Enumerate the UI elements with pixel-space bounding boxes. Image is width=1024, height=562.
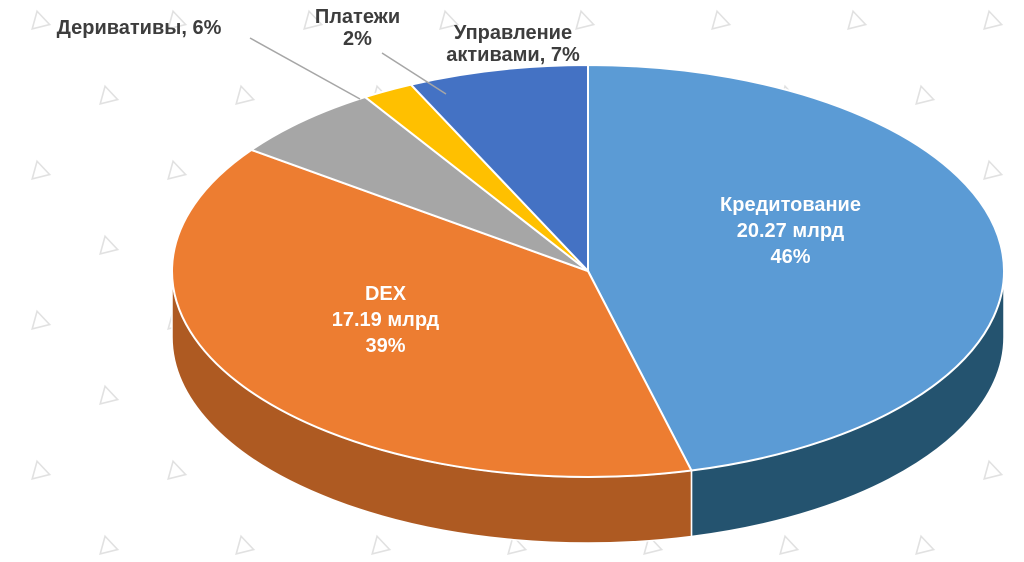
pie-slice-asset_management	[409, 64, 589, 272]
leader-line-derivatives	[249, 37, 361, 100]
leader-lines	[249, 37, 447, 100]
pie-slice-dex	[171, 148, 693, 478]
leader-line-payments	[381, 52, 447, 95]
pie-slice-lending	[587, 64, 1005, 472]
pie-group	[171, 64, 1005, 544]
pie-slice-derivatives	[250, 96, 589, 272]
